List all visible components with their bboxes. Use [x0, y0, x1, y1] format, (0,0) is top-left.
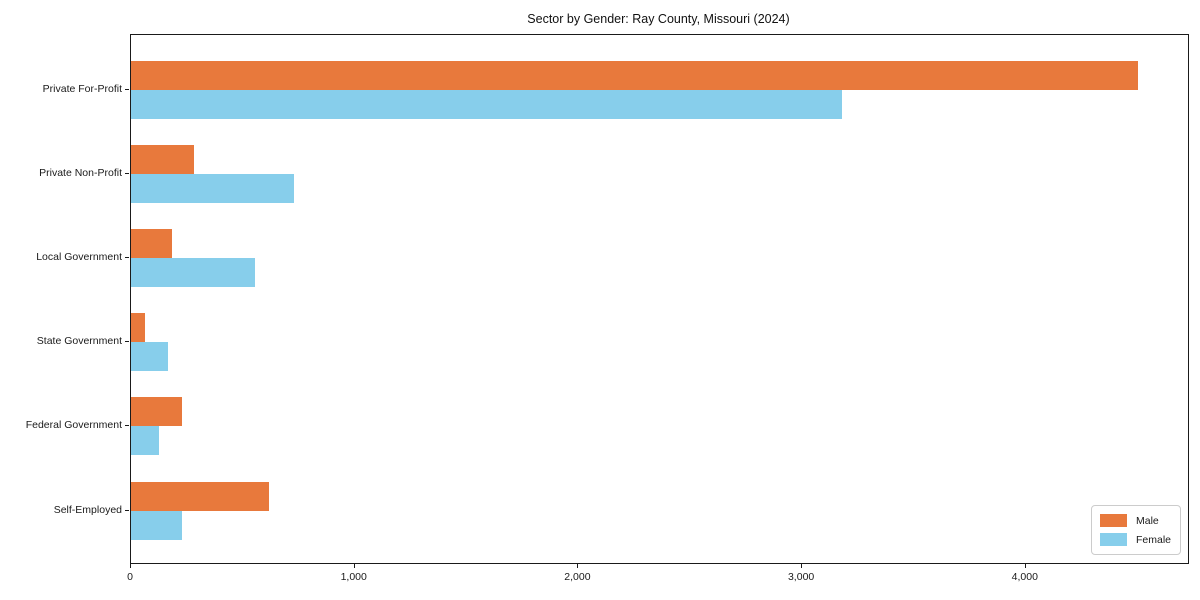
- y-tick-mark: [125, 341, 129, 343]
- bar-male-state-government: [131, 313, 145, 343]
- y-tick-mark: [125, 256, 129, 258]
- x-tick-mark: [801, 564, 803, 568]
- y-axis-label-state-government: State Government: [36, 335, 122, 348]
- x-tick-mark: [1024, 564, 1026, 568]
- y-axis-label-private-for-profit: Private For-Profit: [42, 82, 122, 95]
- bar-female-federal-government: [131, 426, 159, 456]
- legend-item-female: Female: [1099, 530, 1171, 549]
- y-tick-mark: [125, 425, 129, 427]
- bar-male-self-employed: [131, 481, 269, 511]
- bar-female-self-employed: [131, 510, 183, 540]
- bar-female-private-non-profit: [131, 173, 295, 203]
- y-axis-label-federal-government: Federal Government: [25, 419, 122, 432]
- chart-title: Sector by Gender: Ray County, Missouri (…: [527, 12, 790, 26]
- bar-male-private-for-profit: [131, 60, 1138, 90]
- x-tick-label: 0: [127, 571, 133, 583]
- x-tick-mark: [577, 564, 579, 568]
- legend-swatch-male: [1099, 514, 1127, 527]
- y-axis-label-local-government: Local Government: [36, 250, 122, 263]
- x-tick-label: 1,000: [340, 571, 367, 583]
- y-tick-mark: [125, 509, 129, 511]
- x-tick-mark: [130, 564, 131, 568]
- x-tick-mark: [353, 564, 355, 568]
- y-tick-mark: [125, 172, 129, 174]
- x-tick-label: 2,000: [564, 571, 591, 583]
- x-tick-label: 3,000: [787, 571, 815, 583]
- legend-item-male: Male: [1099, 511, 1171, 530]
- bar-female-state-government: [131, 342, 168, 372]
- bar-male-federal-government: [131, 397, 183, 427]
- legend-label-male: Male: [1135, 514, 1159, 527]
- legend-swatch-female: [1099, 533, 1127, 546]
- legend: Male Female: [1090, 505, 1181, 555]
- legend-label-female: Female: [1135, 533, 1171, 546]
- bar-male-local-government: [131, 228, 173, 258]
- bar-female-local-government: [131, 257, 256, 287]
- plot-area: Male Female: [130, 34, 1189, 564]
- bar-male-private-non-profit: [131, 144, 194, 174]
- y-axis-label-self-employed: Self-Employed: [53, 503, 122, 516]
- bar-female-private-for-profit: [131, 89, 843, 119]
- y-axis-label-private-non-profit: Private Non-Profit: [39, 166, 122, 179]
- x-tick-label: 4,000: [1011, 571, 1038, 583]
- y-tick-mark: [125, 88, 129, 90]
